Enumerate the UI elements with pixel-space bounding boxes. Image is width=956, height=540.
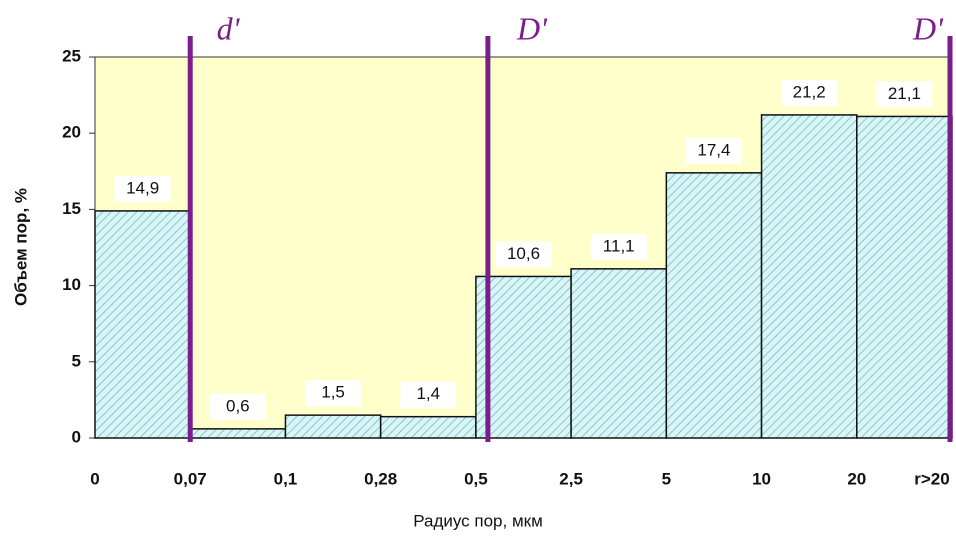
- y-tick-label: 25: [62, 46, 81, 65]
- value-label-bg: [495, 241, 552, 268]
- value-label-bg: [114, 175, 171, 202]
- value-label: 17,4: [697, 140, 730, 159]
- x-tick-label: r>20: [914, 469, 949, 488]
- annotation: D': [516, 10, 548, 46]
- x-tick-label: 0,1: [274, 469, 298, 488]
- bar: [856, 115, 953, 439]
- value-label: 1,5: [321, 383, 345, 402]
- bar: [475, 275, 572, 439]
- x-tick-label: 10: [752, 469, 771, 488]
- bar: [665, 172, 763, 439]
- x-tick-label: 5: [662, 469, 671, 488]
- value-label-bg: [400, 381, 457, 408]
- y-tick-label: 20: [62, 123, 81, 142]
- x-tick-label: 0: [90, 469, 99, 488]
- y-tick-label: 5: [72, 351, 81, 370]
- bar: [189, 428, 287, 439]
- value-label-bg: [209, 393, 266, 420]
- value-label: 11,1: [603, 236, 635, 255]
- value-label-bg: [590, 233, 647, 260]
- bar: [94, 210, 191, 439]
- x-axis-label: Радиус пор, мкм: [413, 511, 543, 530]
- value-label-bg: [781, 79, 838, 106]
- annotation: d': [217, 10, 241, 46]
- value-label-bg: [685, 137, 742, 164]
- value-label: 0,6: [226, 396, 250, 415]
- bar: [760, 114, 858, 439]
- x-tick-label: 0,07: [174, 469, 207, 488]
- bar: [284, 414, 382, 439]
- bar: [379, 415, 477, 439]
- x-tick-label: 20: [847, 469, 866, 488]
- annotation: D': [912, 10, 944, 46]
- x-tick-label: 0,5: [464, 469, 488, 488]
- value-label-bg: [305, 380, 362, 407]
- y-tick-label: 15: [62, 199, 81, 218]
- y-axis-label: Объем пор, %: [11, 188, 30, 306]
- x-tick-label: 2,5: [559, 469, 583, 488]
- value-label: 10,6: [507, 244, 540, 263]
- value-label: 21,2: [793, 82, 826, 101]
- bar: [570, 268, 668, 439]
- value-label: 14,9: [126, 178, 159, 197]
- value-label: 1,4: [416, 384, 440, 403]
- y-tick-label: 0: [72, 427, 81, 446]
- value-label-bg: [876, 81, 933, 108]
- x-tick-label: 0,28: [364, 469, 397, 488]
- y-tick-label: 10: [62, 275, 81, 294]
- value-label: 21,1: [888, 84, 921, 103]
